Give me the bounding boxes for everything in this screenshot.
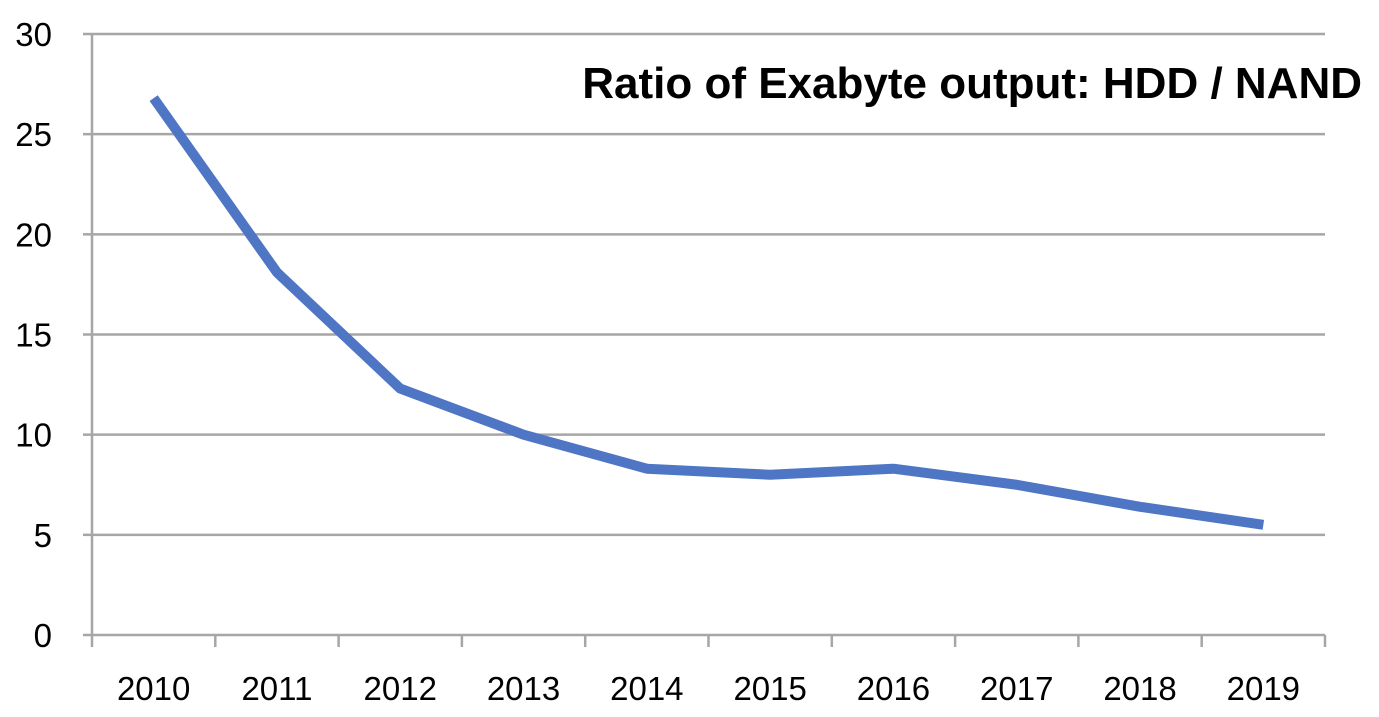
series-line xyxy=(149,95,1265,530)
chart-title: Ratio of Exabyte output: HDD / NAND xyxy=(582,59,1362,108)
y-tick-label: 5 xyxy=(34,517,52,554)
y-tick-label: 0 xyxy=(34,617,52,654)
y-tick-labels: 0 5 10 15 20 25 30 xyxy=(15,16,52,654)
y-tick-label: 25 xyxy=(15,116,52,153)
x-tick-label: 2010 xyxy=(117,670,190,707)
series xyxy=(149,95,1265,530)
y-tick-label: 20 xyxy=(15,216,52,253)
y-tick-label: 10 xyxy=(15,417,52,454)
x-tick-label: 2018 xyxy=(1103,670,1176,707)
axes xyxy=(83,32,1327,647)
y-tick-label: 15 xyxy=(15,317,52,354)
x-tick-label: 2013 xyxy=(487,670,560,707)
y-tick-label: 30 xyxy=(15,16,52,53)
x-tick-label: 2019 xyxy=(1227,670,1300,707)
x-tick-labels: 2010 2011 2012 2013 2014 2015 2016 2017 2018 2019 xyxy=(117,670,1300,707)
x-tick-label: 2016 xyxy=(857,670,930,707)
x-tick-label: 2015 xyxy=(733,670,806,707)
x-tick-label: 2017 xyxy=(980,670,1053,707)
x-tick-label: 2012 xyxy=(364,670,437,707)
gridlines xyxy=(92,32,1325,537)
x-tick-label: 2014 xyxy=(610,670,683,707)
x-tick-label: 2011 xyxy=(241,670,312,707)
